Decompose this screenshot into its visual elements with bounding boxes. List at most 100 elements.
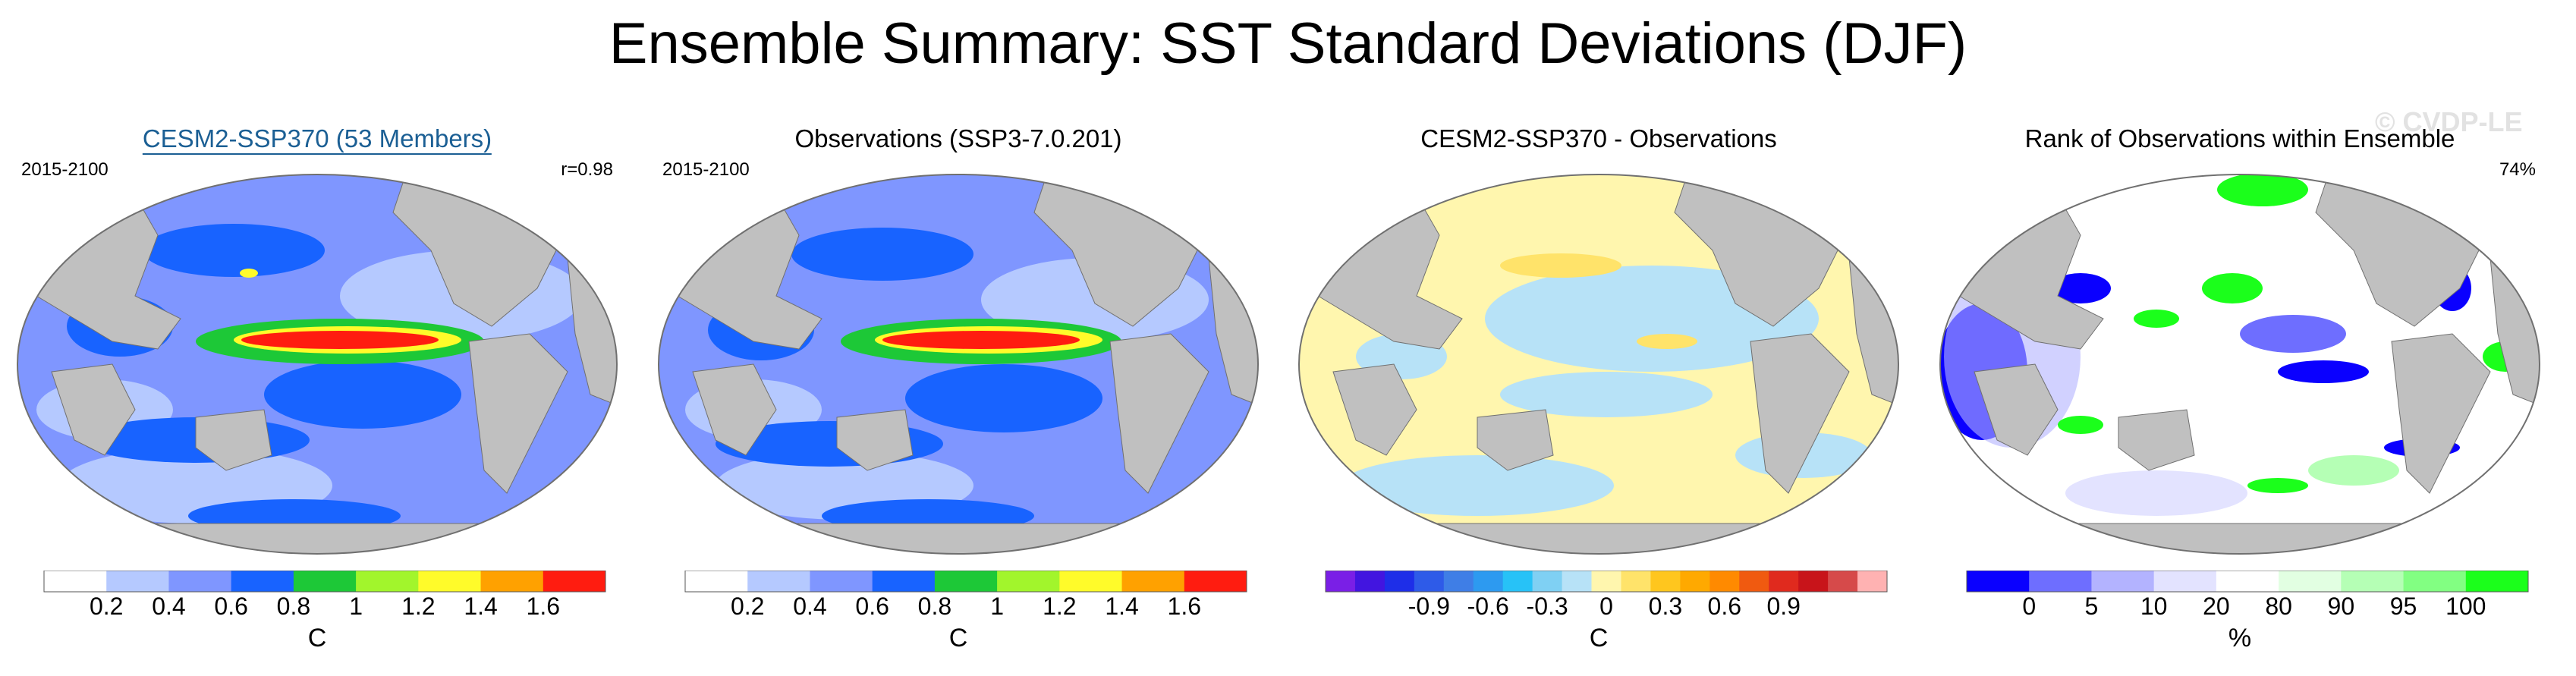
colorbar-swatch xyxy=(1621,571,1651,592)
rank-percent: 74% xyxy=(2499,159,2536,180)
colorbar-tick-label: 1 xyxy=(349,593,363,618)
colorbar-label: C xyxy=(948,624,968,652)
colorbar-swatch xyxy=(747,571,810,592)
panel-title-difference: CESM2-SSP370 - Observations xyxy=(1420,124,1777,152)
panel-title-rank: Rank of Observations within Ensemble xyxy=(2024,124,2455,152)
colorbar-tick-label: 0.6 xyxy=(214,593,247,618)
world-map-difference xyxy=(1298,174,1899,555)
colorbar-0: 0.2 0.4 0.6 0.8 1 1.2 1.4 1.6 xyxy=(43,571,606,618)
period-label: 2015-2100 xyxy=(21,159,109,180)
colorbar-tick-label: 80 xyxy=(2265,593,2292,618)
colorbar-swatch xyxy=(1354,571,1386,592)
colorbar-tick-label: 1.4 xyxy=(1105,593,1138,618)
colorbar-swatch xyxy=(2465,571,2529,592)
colorbar-swatch xyxy=(543,571,606,592)
colorbar-swatch xyxy=(1414,571,1445,592)
colorbar-swatch xyxy=(1059,571,1123,592)
colorbar-swatch xyxy=(1680,571,1710,592)
colorbar-swatch xyxy=(1769,571,1799,592)
panel-title-model[interactable]: CESM2-SSP370 (53 Members) xyxy=(142,124,492,155)
colorbar-swatch xyxy=(2091,571,2155,592)
colorbar-tick-label: 10 xyxy=(2140,593,2168,618)
colorbar-tick-label: 1.2 xyxy=(401,593,435,618)
colorbar-swatch xyxy=(2279,571,2342,592)
colorbar-frame xyxy=(43,571,606,593)
colorbar-swatch xyxy=(1739,571,1769,592)
colorbar-tick-label: -0.9 xyxy=(1408,593,1450,618)
colorbar-swatch xyxy=(1443,571,1474,592)
world-map-observations xyxy=(658,174,1259,555)
colorbar-swatch xyxy=(1562,571,1593,592)
colorbar-swatch xyxy=(418,571,482,592)
colorbar-swatch xyxy=(1532,571,1563,592)
colorbar-tick-label: 90 xyxy=(2328,593,2355,618)
panel-model-std: CESM2-SSP370 (53 Members) 2015-2100 r=0.… xyxy=(6,114,628,675)
colorbar-tick-label: 0.4 xyxy=(793,593,826,618)
panel-title-observations: Observations (SSP3-7.0.201) xyxy=(794,124,1122,152)
colorbar-swatch xyxy=(1384,571,1415,592)
colorbar-swatch xyxy=(2341,571,2405,592)
colorbar-swatch xyxy=(1326,571,1356,592)
colorbar-label: % xyxy=(2228,624,2252,652)
colorbar-label: C xyxy=(1589,624,1609,652)
colorbar-swatch xyxy=(356,571,419,592)
colorbar-swatch xyxy=(934,571,998,592)
colorbar-tick-label: 95 xyxy=(2390,593,2417,618)
panel-difference: CESM2-SSP370 - Observations -0.9 -0.6 -0.3… xyxy=(1288,114,1910,675)
colorbar-tick-label: 1 xyxy=(990,593,1004,618)
colorbar-tick-label: -0.3 xyxy=(1527,593,1568,618)
colorbar-swatch xyxy=(1650,571,1681,592)
colorbar-swatch xyxy=(1709,571,1740,592)
colorbar-2: -0.9 -0.6 -0.3 0 0.3 0.6 0.9 xyxy=(1325,571,1888,618)
colorbar-swatch xyxy=(1828,571,1858,592)
colorbar-swatch xyxy=(2403,571,2467,592)
colorbar-swatch xyxy=(2153,571,2217,592)
colorbar-tick-label: -0.6 xyxy=(1467,593,1509,618)
colorbar-swatch xyxy=(1184,571,1247,592)
colorbar-tick-label: 0 xyxy=(2022,593,2036,618)
colorbar-swatch xyxy=(2029,571,2092,592)
colorbar-tick-label: 0 xyxy=(1599,593,1613,618)
panel-observations-std: Observations (SSP3-7.0.201) 2015-2100 xyxy=(647,114,1269,675)
colorbar-tick-label: 20 xyxy=(2203,593,2230,618)
colorbar-swatch xyxy=(1591,571,1621,592)
figure-title: Ensemble Summary: SST Standard Deviation… xyxy=(609,11,1967,76)
colorbar-tick-label: 1.4 xyxy=(464,593,497,618)
colorbar-swatch xyxy=(997,571,1060,592)
colorbar-1: 0.2 0.4 0.6 0.8 1 1.2 1.4 1.6 xyxy=(684,571,1247,618)
colorbar-tick-label: 100 xyxy=(2445,593,2486,618)
colorbar-swatch xyxy=(231,571,294,592)
panel-rank: Rank of Observations within Ensemble 74% xyxy=(1929,114,2551,675)
watermark: © CVDP-LE xyxy=(2375,106,2523,137)
colorbar-swatch xyxy=(1502,571,1533,592)
colorbar-tick-label: 1.6 xyxy=(1168,593,1201,618)
colorbar-tick-label: 0.8 xyxy=(918,593,951,618)
colorbar-swatch xyxy=(293,571,357,592)
colorbar-swatch xyxy=(44,571,107,592)
world-map-rank xyxy=(1939,174,2540,555)
colorbar-tick-label: 0.4 xyxy=(152,593,185,618)
colorbar-3: 0 5 10 20 80 90 95 100 xyxy=(1966,571,2529,618)
colorbar-frame xyxy=(1966,571,2529,593)
colorbar-tick-label: 0.9 xyxy=(1766,593,1800,618)
colorbar-swatch xyxy=(480,571,544,592)
colorbar-tick-label: 5 xyxy=(2085,593,2099,618)
colorbar-tick-label: 0.6 xyxy=(855,593,889,618)
colorbar-tick-label: 0.6 xyxy=(1708,593,1741,618)
colorbar-label: C xyxy=(307,624,327,652)
colorbar-swatch xyxy=(1798,571,1829,592)
pattern-correlation: r=0.98 xyxy=(561,159,613,180)
colorbar-tick-label: 0.2 xyxy=(90,593,123,618)
colorbar-swatch xyxy=(810,571,873,592)
colorbar-swatch xyxy=(685,571,748,592)
colorbar-swatch xyxy=(1473,571,1504,592)
colorbar-tick-label: 0.2 xyxy=(731,593,764,618)
colorbar-tick-label: 0.3 xyxy=(1649,593,1682,618)
colorbar-tick-label: 1.2 xyxy=(1043,593,1076,618)
colorbar-frame xyxy=(1325,571,1888,593)
colorbar-swatch xyxy=(2216,571,2279,592)
colorbar-swatch xyxy=(168,571,232,592)
colorbar-swatch xyxy=(1967,571,2030,592)
colorbar-swatch xyxy=(106,571,169,592)
colorbar-swatch xyxy=(1857,571,1888,592)
